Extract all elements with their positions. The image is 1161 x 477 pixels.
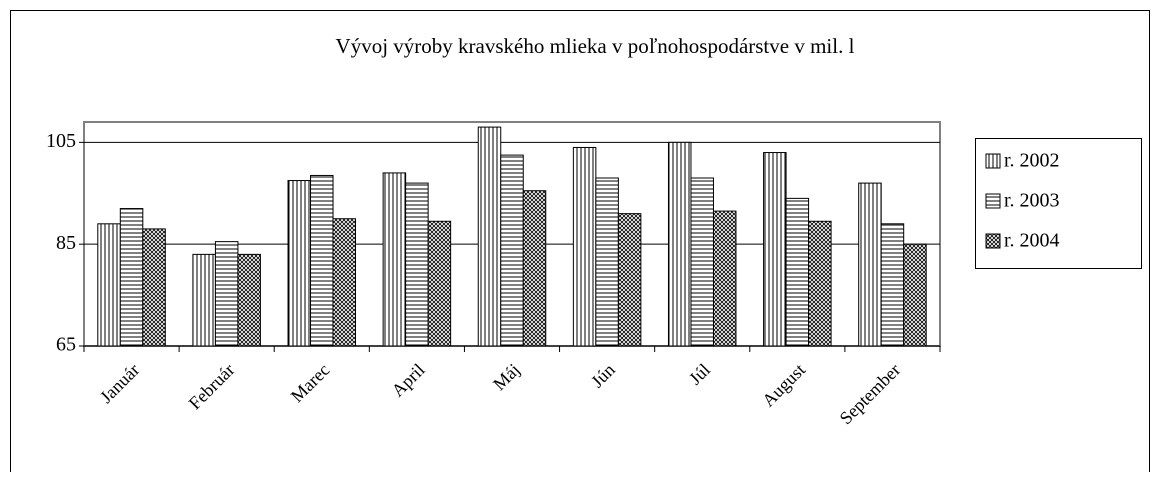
chart-title: Vývoj výroby kravského mlieka v poľnohos… (336, 34, 855, 58)
bar (880, 223, 905, 347)
legend-swatch (985, 193, 1001, 209)
x-tick-label: September (836, 360, 905, 429)
bar (192, 253, 216, 347)
bar (595, 177, 619, 347)
bar (310, 174, 334, 347)
x-tick-label: Február (185, 360, 239, 414)
bar (287, 180, 312, 347)
x-tick-label: Máj (489, 360, 524, 395)
bar (119, 208, 144, 347)
bar (667, 141, 692, 347)
legend-swatch (985, 233, 1001, 249)
bar (572, 146, 597, 347)
bar (382, 172, 407, 347)
legend-label: r. 2002 (1004, 150, 1060, 172)
bar (808, 220, 832, 347)
bar (237, 253, 261, 347)
bar (690, 177, 714, 347)
x-tick-label: Júl (685, 360, 714, 389)
bar (522, 190, 547, 347)
legend-label: r. 2003 (1004, 190, 1060, 212)
x-tick-label: Jún (587, 360, 619, 392)
x-tick-label: Marec (287, 360, 334, 407)
legend-label: r. 2004 (1004, 230, 1060, 252)
bar (214, 241, 239, 347)
bar (332, 218, 357, 347)
y-tick-label: 65 (56, 334, 76, 356)
bar (477, 126, 502, 347)
bar (712, 210, 737, 347)
y-tick-label: 105 (46, 130, 76, 152)
bar (405, 182, 429, 347)
legend-swatch (985, 153, 1001, 169)
x-tick-label: Január (96, 360, 143, 407)
bar (785, 197, 810, 347)
chart-frame (10, 10, 1150, 477)
bar (500, 154, 524, 347)
bar (903, 243, 927, 347)
bar (858, 182, 882, 347)
x-tick-label: April (388, 360, 429, 401)
legend (975, 138, 1142, 269)
bar (617, 213, 642, 347)
bar (97, 223, 121, 347)
bar (427, 220, 452, 347)
y-tick-label: 85 (56, 232, 76, 254)
bar (142, 228, 166, 347)
x-tick-label: August (758, 360, 809, 411)
bar (763, 152, 787, 347)
